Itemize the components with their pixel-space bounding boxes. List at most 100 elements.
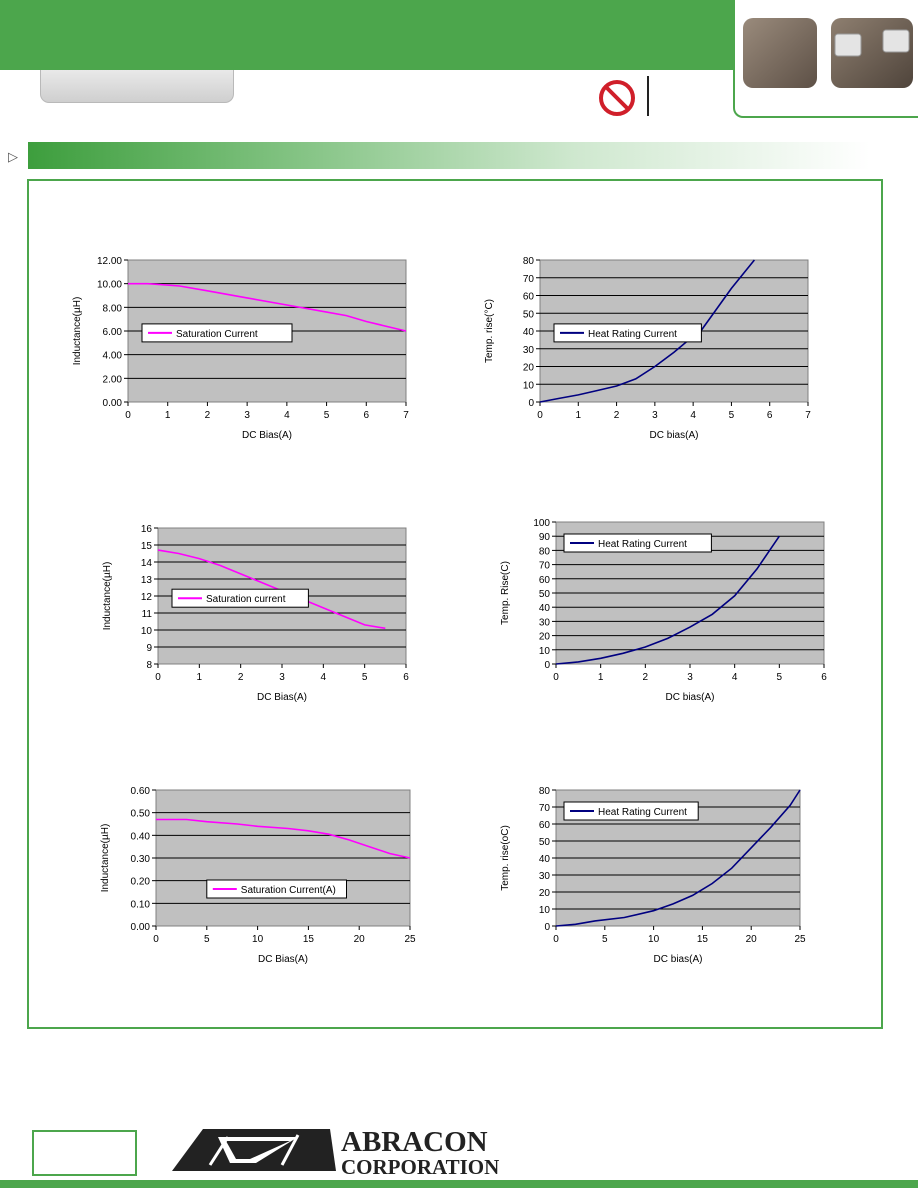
chart-0-xlabel: DC Bias(A) (242, 430, 292, 441)
chart-3-legend-box (563, 533, 712, 553)
chart-3-xtick-label: 5 (777, 672, 783, 683)
chart-1-ytick-label: 40 (523, 327, 535, 338)
product-photo (743, 18, 913, 88)
chart-3-xtick-label: 1 (598, 672, 604, 683)
chart-4-ytick-label: 0.10 (131, 899, 151, 910)
chart-1-xlabel: DC bias(A) (650, 430, 699, 441)
chart-5-legend-label: Heat Rating Current (598, 807, 687, 818)
chart-5-xtick-label: 0 (553, 934, 559, 945)
chart-2-legend-box (171, 588, 309, 608)
chart-5-ytick-label: 80 (539, 786, 551, 797)
chart-3-xlabel: DC bias(A) (666, 692, 715, 703)
chart-1-xtick-label: 4 (690, 410, 696, 421)
chart-3-legend-label: Heat Rating Current (598, 539, 687, 550)
chart-0-xtick-label: 5 (324, 410, 330, 421)
chart-0-ytick-label: 8.00 (103, 303, 123, 314)
chart-5-ylabel: Temp. rise(oC) (500, 825, 511, 891)
chart-1-xtick-label: 2 (614, 410, 620, 421)
chart-4-ytick-label: 0.50 (131, 809, 151, 820)
chart-1-ytick-label: 0 (528, 398, 534, 409)
chart-5-ytick-label: 30 (539, 871, 551, 882)
brand-name: ABRACON (341, 1126, 488, 1158)
chart-0-ytick-label: 10.00 (97, 280, 122, 291)
chart-0-ytick-label: 12.00 (97, 256, 122, 267)
chart-4-xtick-label: 0 (153, 934, 159, 945)
chart-3-xtick-label: 3 (687, 672, 693, 683)
chart-1-ytick-label: 80 (523, 256, 535, 267)
chart-5-legend-box (563, 801, 699, 821)
chart-2-series-line (157, 549, 386, 630)
chart-3-xtick-label: 4 (732, 672, 738, 683)
chart-temp-rise-1: 0 10 20 30 40 50 60 70 80 0 1 2 3 4 5 6 7 DC bias(A) Temp.… (484, 256, 811, 441)
chart-1-xtick-label: 5 (729, 410, 735, 421)
chart-temp-rise-2: 0 10 20 30 40 50 60 70 80 90 100 0 1 2 3 4 5 6 DC bias(A) T… (500, 518, 827, 703)
chart-3-ytick-label: 70 (539, 561, 551, 572)
chart-4-legend-box (206, 879, 347, 899)
chart-5-ytick-label: 10 (539, 905, 551, 916)
chart-3-ytick-label: 30 (539, 617, 551, 628)
chart-4-xtick-label: 15 (303, 934, 315, 945)
chart-1-ylabel: Temp. rise(°C) (484, 299, 495, 363)
chart-2-ytick-label: 10 (141, 626, 153, 637)
chart-4-ytick-label: 0.20 (131, 877, 151, 888)
header-tab (40, 70, 234, 103)
chart-0-xtick-label: 7 (403, 410, 409, 421)
chart-2-ytick-label: 12 (141, 592, 153, 603)
chart-1-xtick-label: 7 (805, 410, 811, 421)
chart-5-xtick-label: 15 (697, 934, 709, 945)
chart-4-xlabel: DC Bias(A) (258, 954, 308, 965)
chart-4-ytick-label: 0.00 (131, 922, 151, 933)
chart-1-xtick-label: 0 (537, 410, 543, 421)
chart-5-xtick-label: 5 (602, 934, 608, 945)
chart-3-xtick-label: 2 (643, 672, 649, 683)
chart-0-ytick-label: 4.00 (103, 351, 123, 362)
product-photo-panel (733, 0, 918, 118)
chart-2-xtick-label: 4 (321, 672, 327, 683)
chart-2-xlabel: DC Bias(A) (257, 692, 307, 703)
chart-5-ytick-label: 60 (539, 820, 551, 831)
chart-3-ytick-label: 40 (539, 603, 551, 614)
chart-inductance-1: 0.00 2.00 4.00 6.00 8.00 10.00 12.00 0 1 2 3 4 5 6 7 DC… (72, 256, 409, 441)
chart-1-series-line (539, 259, 756, 403)
chart-0-xtick-label: 3 (244, 410, 250, 421)
footer-page-box (32, 1130, 137, 1176)
chart-3-ytick-label: 80 (539, 546, 551, 557)
chart-1-ytick-label: 10 (523, 380, 535, 391)
chart-1-legend-label: Heat Rating Current (588, 329, 677, 340)
chart-1-ytick-label: 20 (523, 363, 535, 374)
chart-5-ytick-label: 0 (544, 922, 550, 933)
chart-2-xtick-label: 6 (403, 672, 409, 683)
chart-0-xtick-label: 6 (364, 410, 370, 421)
chart-0-xtick-label: 0 (125, 410, 131, 421)
chart-0-ylabel: Inductance(µH) (72, 297, 83, 366)
chart-2-xtick-label: 0 (155, 672, 161, 683)
chart-5-ytick-label: 20 (539, 888, 551, 899)
chart-3-xtick-label: 6 (821, 672, 827, 683)
chart-4-ytick-label: 0.40 (131, 831, 151, 842)
chart-3-ytick-label: 60 (539, 575, 551, 586)
chart-1-legend-box (553, 323, 702, 343)
chart-4-series-line (156, 818, 411, 859)
chart-3-ytick-label: 0 (544, 660, 550, 671)
abracon-logo-icon (172, 1129, 336, 1171)
chart-inductance-3: 0.00 0.10 0.20 0.30 0.40 0.50 0.60 0 5 10 15 20 25 DC… (100, 786, 416, 965)
header-band (0, 0, 735, 70)
divider (647, 76, 649, 116)
chart-3-series-line (555, 535, 780, 665)
chart-4-xtick-label: 25 (404, 934, 416, 945)
terminal-pad-left (834, 33, 862, 57)
chart-4-xtick-label: 5 (204, 934, 210, 945)
chart-2-ytick-label: 8 (146, 660, 152, 671)
charts-frame (27, 179, 883, 1029)
chart-0-ytick-label: 2.00 (103, 374, 123, 385)
chart-4-ylabel: Inductance(µH) (100, 824, 111, 893)
chart-1-ytick-label: 30 (523, 345, 535, 356)
chart-1-ytick-label: 60 (523, 292, 535, 303)
chart-2-legend-label: Saturation current (206, 594, 286, 605)
chart-5-xlabel: DC bias(A) (654, 954, 703, 965)
chart-2-xtick-label: 5 (362, 672, 368, 683)
chart-4-xtick-label: 10 (252, 934, 264, 945)
section-header-bar (28, 142, 870, 169)
chart-5-ytick-label: 40 (539, 854, 551, 865)
chart-0-legend-box (141, 323, 293, 343)
